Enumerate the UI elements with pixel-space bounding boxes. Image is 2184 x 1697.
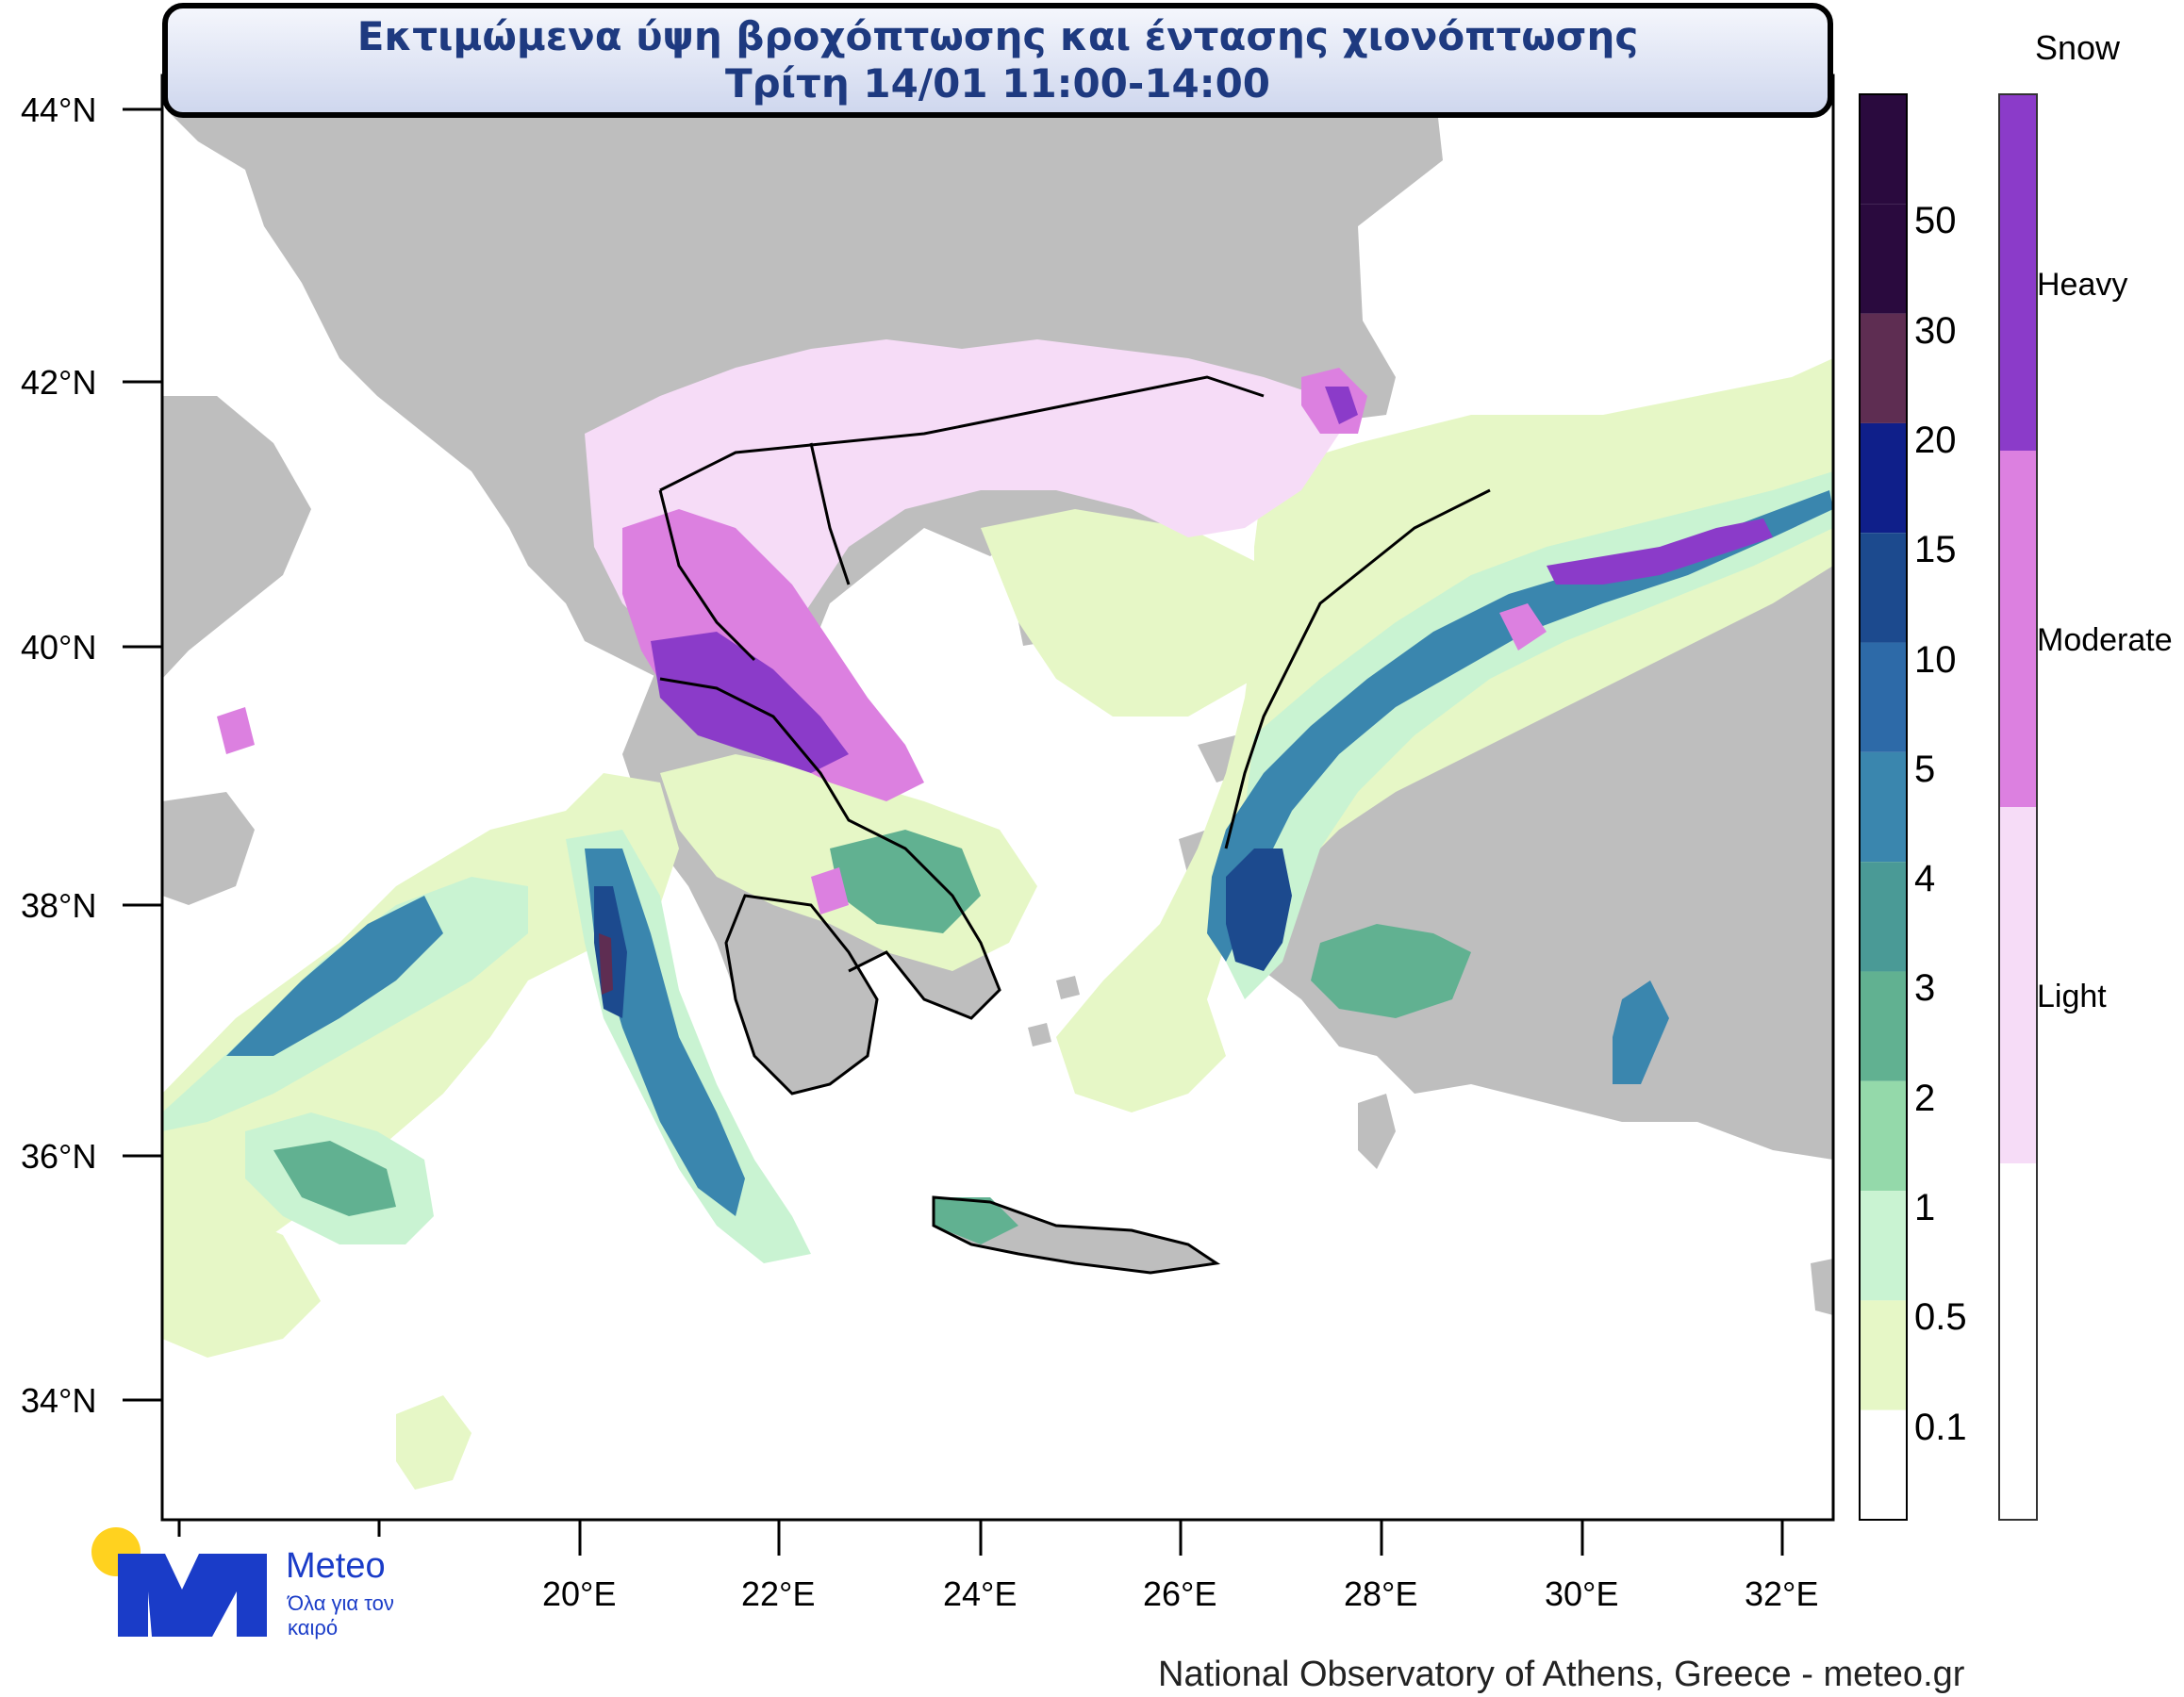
precip-colorbar-segment [1860, 642, 1907, 752]
title-box: Εκτιμώμενα ύψη βροχόπτωσης και έντασης χ… [162, 3, 1833, 118]
map-area [162, 75, 1833, 1520]
precip-colorbar-segment [1860, 313, 1907, 423]
calabria-land [162, 792, 255, 905]
precip-colorbar-label: 10 [1914, 638, 1957, 681]
title-line-2: Τρίτη 14/01 11:00-14:00 [724, 60, 1271, 107]
greece-coast [659, 677, 1001, 1020]
rain-anatolia-15mm [1226, 848, 1292, 971]
precip-colorbar [1859, 93, 1908, 1521]
m-letter-icon [118, 1554, 267, 1637]
rain-crete [934, 1197, 1018, 1244]
snow-legend-title: Snow [2035, 28, 2121, 67]
precip-colorbar-segment [1860, 1300, 1907, 1410]
peloponnese-coast [724, 894, 879, 1096]
balkan-border [659, 375, 1265, 492]
precip-colorbar-segment [1860, 533, 1907, 643]
precip-colorbar-segment [1860, 422, 1907, 534]
fyrom-border [809, 442, 851, 585]
longitude-tick-marks [177, 1520, 1784, 1556]
precip-colorbar-frame [1859, 93, 1908, 1521]
snow-fields [217, 339, 1773, 914]
island [1056, 976, 1080, 999]
italy-land [162, 396, 311, 679]
snow-colorbar-segment [1999, 451, 2037, 807]
precip-colorbar-label: 5 [1914, 748, 1936, 790]
lat-label-42: 42°N [21, 363, 97, 402]
rain-attica [830, 830, 981, 933]
island [1028, 1023, 1051, 1046]
precip-colorbar-cap [1860, 94, 1907, 205]
snow-peloponnese [811, 867, 849, 914]
snow-label-heavy: Heavy [2037, 267, 2128, 303]
snow-bulgaria-heavy [1325, 387, 1358, 424]
lon-label-26: 26°E [1143, 1574, 1217, 1613]
albania-border [658, 489, 756, 662]
lon-label-22: 22°E [741, 1574, 816, 1613]
precip-colorbar-segment [1860, 971, 1907, 1081]
lon-label-30: 30°E [1545, 1574, 1619, 1613]
precip-colorbar-label: 50 [1914, 200, 1957, 242]
title-line-1: Εκτιμώμενα ύψη βροχόπτωσης και έντασης χ… [356, 13, 1639, 59]
rain-sw-core [273, 1141, 396, 1216]
snow-colorbar-none [1999, 1163, 2037, 1520]
lon-label-20: 20°E [542, 1574, 617, 1613]
precip-colorbar-segment [1860, 862, 1907, 972]
rain-5mm [226, 896, 443, 1056]
snow-colorbar [1998, 93, 2038, 1521]
rain-north-aegean [981, 509, 1282, 717]
snow-moderate [622, 509, 924, 801]
lat-label-44: 44°N [21, 91, 97, 129]
snow-colorbar-segment [1999, 94, 2037, 451]
precip-colorbar-label: 20 [1914, 419, 1957, 461]
precip-colorbar-label: 0.5 [1914, 1296, 1967, 1339]
rhodes [1358, 1094, 1396, 1169]
precip-colorbar-label: 0.1 [1914, 1406, 1967, 1448]
snow-colorbar-frame [1998, 93, 2038, 1521]
rain-light-sw [162, 1131, 321, 1358]
snow-colorbar-segment [1999, 807, 2037, 1163]
precip-colorbar-label: 15 [1914, 529, 1957, 571]
cyprus-edge [1811, 1259, 1833, 1315]
snow-label-light: Light [2037, 979, 2107, 1014]
precip-colorbar-label: 30 [1914, 309, 1957, 352]
logo-brand: Meteo [286, 1546, 386, 1586]
rain-antalya [1613, 980, 1669, 1084]
lat-label-38: 38°N [21, 886, 97, 925]
peloponnese [726, 896, 877, 1094]
snow-turkey-heavy [1547, 519, 1773, 585]
snow-label-moderate: Moderate [2037, 622, 2173, 658]
lon-label-24: 24°E [943, 1574, 1018, 1613]
precip-colorbar-label: 2 [1914, 1077, 1936, 1119]
rain-dodecanese [1311, 924, 1471, 1018]
coastlines [658, 375, 1491, 1275]
precip-colorbar-segment [1860, 751, 1907, 863]
rain-ionian-5mm [585, 848, 745, 1216]
lon-label-28: 28°E [1344, 1574, 1418, 1613]
precip-colorbar-segment [1860, 1191, 1907, 1301]
logo-tagline: Όλα για τον καιρό [288, 1591, 394, 1639]
precip-colorbar-label: 3 [1914, 967, 1936, 1010]
meteo-logo: Meteo Όλα για τον καιρό [90, 1525, 448, 1648]
anatolia-coast [1224, 488, 1491, 849]
credit-line: National Observatory of Athens, Greece -… [1158, 1655, 1965, 1694]
lon-label-32: 32°E [1745, 1574, 1819, 1613]
crete-coast [932, 1195, 1221, 1275]
precip-colorbar-label: 1 [1914, 1187, 1936, 1229]
snow-heavy-pindus [651, 632, 849, 773]
precip-colorbar-segment [1860, 1409, 1907, 1520]
meteo-logo-mark [91, 1527, 267, 1637]
rain-ionian-30mm [599, 933, 613, 995]
rain-libya [396, 1395, 472, 1490]
snow-turkey-moderate [1499, 603, 1547, 651]
precip-colorbar-segment [1860, 1080, 1907, 1192]
precip-colorbar-segment [1860, 204, 1907, 314]
lat-label-40: 40°N [21, 628, 97, 667]
precip-colorbar-label: 4 [1914, 858, 1936, 900]
snow-italy [217, 707, 255, 754]
lat-label-34: 34°N [21, 1381, 97, 1420]
lat-label-36: 36°N [21, 1137, 97, 1176]
latitude-tick-marks [123, 107, 162, 1402]
